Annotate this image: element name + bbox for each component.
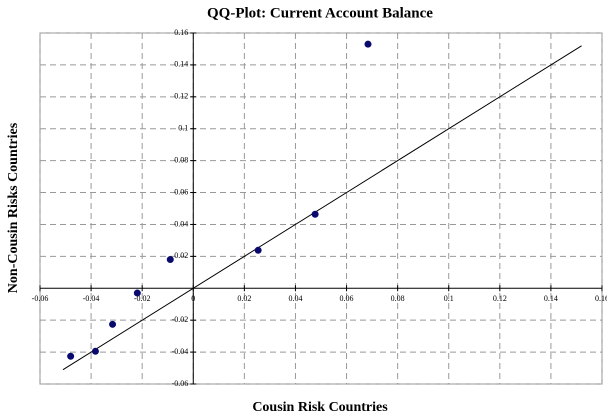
y-tick-label: 0.1	[178, 124, 188, 133]
y-tick-label: -0.04	[172, 347, 189, 356]
y-tick-label: 0.02	[174, 251, 188, 260]
x-axis-title: Cousin Risk Countries	[252, 400, 388, 415]
x-tick-label: 0.16	[595, 294, 607, 303]
x-tick-label: 0.04	[288, 294, 302, 303]
x-tick-label: 0.02	[237, 294, 251, 303]
reference-line	[62, 45, 582, 371]
x-tick-label: 0.12	[493, 294, 507, 303]
x-tick-label: 0.1	[444, 294, 454, 303]
point	[91, 347, 99, 355]
x-tick-label: 0.14	[544, 294, 558, 303]
x-tick-label: 0.08	[391, 294, 405, 303]
y-tick-label: 0.16	[174, 28, 188, 37]
x-tick-label: 0.06	[340, 294, 354, 303]
y-tick-label: 0.08	[174, 155, 188, 164]
y-tick-label: 0.14	[174, 60, 188, 69]
y-tick-label: 0.06	[174, 187, 188, 196]
y-tick-label: 0.12	[174, 92, 188, 101]
y-tick-label: 0.04	[174, 219, 188, 228]
point	[364, 40, 372, 48]
point	[109, 320, 117, 328]
point	[67, 352, 75, 360]
y-axis-title: Non-Cousin Risks Countries	[6, 122, 21, 293]
x-tick-label: -0.04	[83, 294, 100, 303]
point	[311, 210, 319, 218]
y-tick-label: -0.06	[172, 379, 189, 388]
point	[254, 246, 262, 254]
x-tick-label: -0.06	[32, 294, 49, 303]
point	[133, 289, 141, 297]
chart-title: QQ-Plot: Current Account Balance	[207, 5, 433, 21]
point	[166, 256, 174, 264]
y-tick-label: -0.02	[172, 315, 189, 324]
x-tick-label: -0.02	[134, 294, 151, 303]
